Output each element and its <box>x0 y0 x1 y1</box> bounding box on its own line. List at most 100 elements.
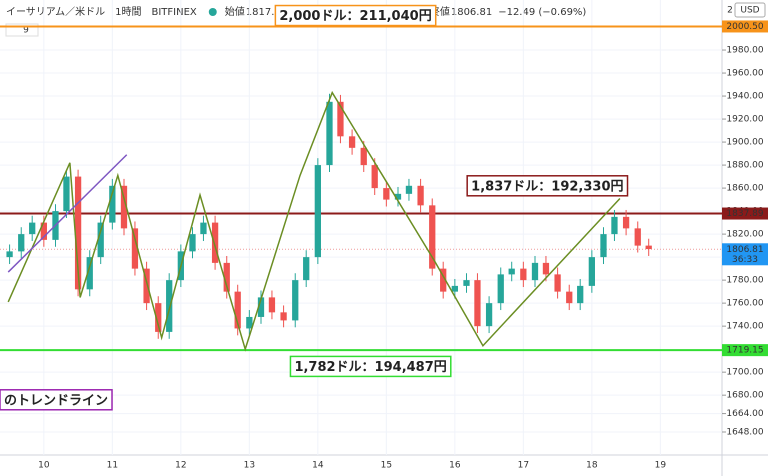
y-tick-label: 1900.00 <box>726 138 763 148</box>
candle-body <box>531 262 539 281</box>
x-tick-label: 11 <box>107 461 118 471</box>
x-tick-label: 14 <box>312 461 324 471</box>
level-label-box <box>722 207 768 220</box>
candle-body <box>360 147 367 166</box>
y-tick-label: 1920.00 <box>726 115 763 125</box>
header-text: −12.49 (−0.69%) <box>498 7 586 18</box>
level-label-box <box>722 344 768 357</box>
y-tick-label: 1664.00 <box>726 409 763 419</box>
candle-body <box>257 297 265 317</box>
y-tick-label: 1960.00 <box>726 69 763 79</box>
candle-body <box>474 280 481 327</box>
x-tick-label: 19 <box>655 461 667 471</box>
candle-body <box>611 216 618 235</box>
candle-body <box>645 245 652 250</box>
candle-body <box>520 268 527 281</box>
header-text: 1817.70 <box>246 7 287 18</box>
y-tick-label: 1880.00 <box>726 161 763 171</box>
annotation-box <box>0 389 113 411</box>
trend-line <box>7 90 621 352</box>
header-text: イーサリアム／米ドル <box>6 5 105 18</box>
candle-body <box>337 101 344 137</box>
candle-body <box>497 274 504 304</box>
candle-body <box>429 205 436 269</box>
y-tick-label: 1780.00 <box>726 276 763 286</box>
header-text: 始値 <box>225 5 245 18</box>
candle-body <box>314 165 321 258</box>
y-tick-label: 1648.00 <box>726 427 763 437</box>
level-label: 1837.89 <box>726 209 763 219</box>
annotation-text: 2,000ドル：211,040円 <box>279 9 431 24</box>
x-tick-label: 17 <box>518 461 529 471</box>
candle-body <box>223 262 230 292</box>
candle-body <box>246 316 253 329</box>
trend-line <box>7 154 128 273</box>
status-dot <box>208 8 217 16</box>
candle-body <box>634 228 641 246</box>
candle-body <box>622 216 630 229</box>
level-label: 2000.50 <box>726 22 763 32</box>
candle-body <box>200 222 207 235</box>
x-tick-label: 18 <box>586 461 598 471</box>
candle-body <box>189 234 196 252</box>
candle-body <box>303 257 310 281</box>
y-tick-label: 1680.00 <box>726 391 763 401</box>
header-text: 1806.81 <box>451 7 492 18</box>
candle-body <box>97 222 104 258</box>
candle-body <box>74 176 82 290</box>
y-tick-label: 1820.00 <box>726 230 763 240</box>
candle-body <box>577 285 584 304</box>
level-label: 1719.15 <box>726 346 763 356</box>
candle-body <box>463 280 470 286</box>
candle-body <box>155 303 162 332</box>
candle-body <box>600 234 607 258</box>
candle-body <box>18 234 25 252</box>
candle-body <box>211 222 219 263</box>
last-price-box <box>722 243 768 266</box>
candle-body <box>440 268 447 292</box>
y-tick-label: 1860.00 <box>726 184 763 194</box>
candle-body <box>394 193 402 200</box>
candle-body <box>280 312 287 321</box>
y-tick-label: 1740.00 <box>726 322 763 332</box>
annotation-text: 1,782ドル：194,487円 <box>294 360 446 375</box>
indicator-label: 9 <box>23 26 29 36</box>
candle-body <box>166 280 173 332</box>
candle-body <box>120 185 128 229</box>
candle-body <box>143 268 150 304</box>
last-price-label: 1806.81 <box>726 245 763 255</box>
candle-body <box>508 268 515 275</box>
header-text: 1時間 <box>115 6 141 18</box>
candle-body <box>554 274 561 292</box>
y-tick-label: 1940.00 <box>726 92 763 102</box>
candle-body <box>6 251 13 258</box>
x-tick-label: 16 <box>449 461 461 471</box>
candle-body <box>348 136 356 148</box>
candle-body <box>131 228 139 269</box>
candle-body <box>405 185 413 194</box>
candle-body <box>40 222 47 240</box>
candle-body <box>542 262 550 275</box>
candle-body <box>566 291 573 304</box>
candle-body <box>417 185 424 206</box>
candle-body <box>485 303 493 327</box>
x-tick-label: 13 <box>244 461 255 471</box>
candle-body <box>29 222 36 235</box>
annotation-text: のトレンドライン <box>4 393 108 408</box>
x-tick-label: 15 <box>381 461 392 471</box>
candle-body <box>86 257 93 290</box>
candle-body <box>109 185 116 223</box>
header-text: BITFINEX <box>151 7 196 18</box>
candle-body <box>234 291 241 329</box>
candle-body <box>268 297 276 313</box>
candle-body <box>292 280 299 321</box>
candle-body <box>63 176 70 212</box>
annotation-box <box>289 355 452 378</box>
currency-label: USD <box>740 6 759 16</box>
x-tick-label: 12 <box>175 461 186 471</box>
candle-body <box>371 165 378 189</box>
y-tick-label: 1700.00 <box>726 368 763 378</box>
candle-body <box>383 188 390 200</box>
level-label-box <box>722 20 768 33</box>
